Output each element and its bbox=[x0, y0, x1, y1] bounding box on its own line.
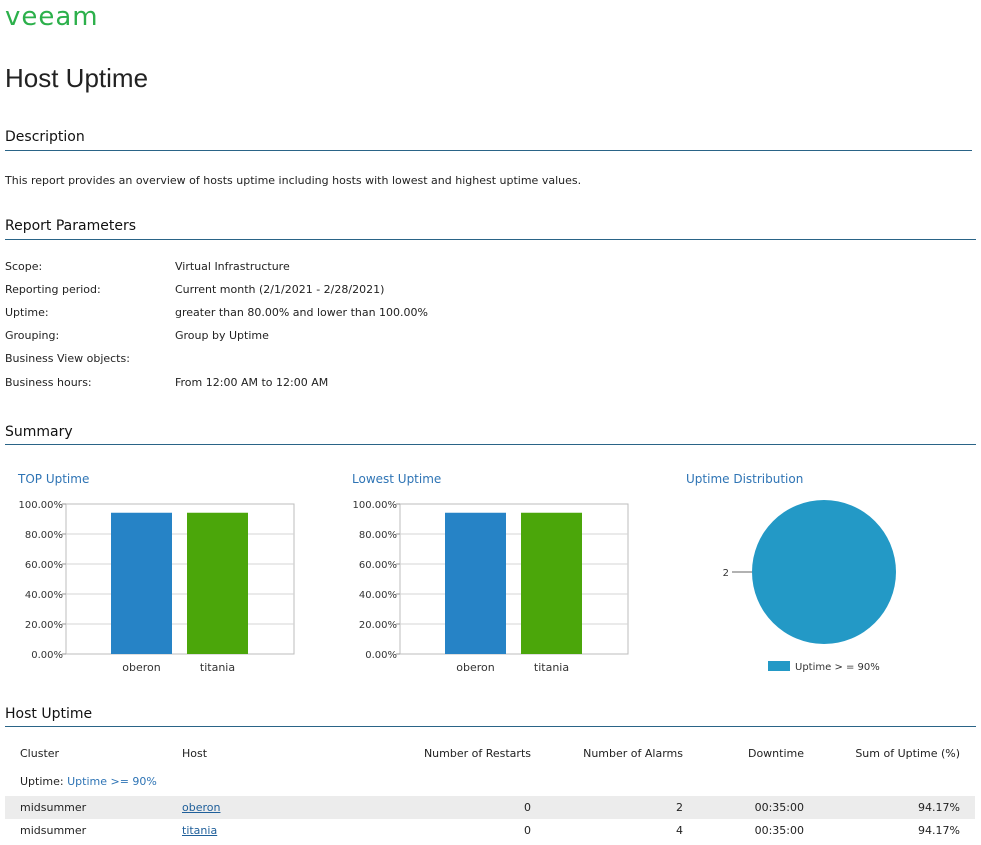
summary-divider bbox=[5, 444, 976, 445]
description-divider bbox=[5, 150, 972, 151]
y-tick-label: 20.00% bbox=[359, 620, 397, 631]
param-label: Reporting period: bbox=[5, 283, 101, 296]
column-header-restarts: Number of Restarts bbox=[423, 746, 531, 760]
legend-label: Uptime > = 90% bbox=[795, 662, 880, 673]
y-tick-label: 0.00% bbox=[365, 650, 397, 661]
y-tick-label: 60.00% bbox=[359, 560, 397, 571]
table-header-row: Cluster Host Number of Restarts Number o… bbox=[5, 740, 975, 766]
y-tick-label: 40.00% bbox=[359, 590, 397, 601]
y-tick-label: 100.00% bbox=[353, 500, 398, 511]
description-heading: Description bbox=[5, 129, 85, 145]
bar-titania bbox=[521, 512, 582, 654]
cell-alarms: 2 bbox=[531, 796, 683, 819]
veeam-logo: veeam bbox=[5, 2, 99, 32]
parameters-heading: Report Parameters bbox=[5, 218, 136, 234]
lowest-uptime-chart: 0.00% 20.00% 40.00% 60.00% 80.00% 100.00% ober… bbox=[353, 500, 629, 674]
pie-data-label: 2 bbox=[723, 568, 729, 579]
cell-restarts: 0 bbox=[524, 824, 531, 837]
top-uptime-chart: 0.00% 20.00% 40.00% 60.00% 80.00% 100.00% ober… bbox=[19, 500, 295, 674]
cell-restarts: 0 bbox=[352, 796, 531, 819]
param-label: Uptime: bbox=[5, 306, 49, 319]
column-header-cluster: Cluster bbox=[20, 746, 60, 760]
page-title: Host Uptime bbox=[5, 63, 149, 93]
param-value: Current month (2/1/2021 - 2/28/2021) bbox=[175, 283, 385, 296]
cell-cluster: midsummer bbox=[5, 796, 182, 819]
uptime-distribution-chart: 2 Uptime > = 90% bbox=[723, 500, 896, 673]
host-uptime-heading: Host Uptime bbox=[5, 706, 93, 722]
column-header-sum-uptime: Sum of Uptime (%) bbox=[855, 746, 960, 760]
table-row: midsummer titania 0 4 00:35:00 94.17% bbox=[5, 819, 975, 842]
x-tick-label: oberon bbox=[122, 661, 160, 674]
param-label: Grouping: bbox=[5, 329, 60, 342]
column-header-host: Host bbox=[182, 746, 208, 760]
cell-downtime: 00:35:00 bbox=[754, 824, 804, 837]
host-uptime-table: Cluster Host Number of Restarts Number o… bbox=[5, 740, 975, 842]
group-label: Uptime: bbox=[20, 774, 64, 788]
column-header-downtime: Downtime bbox=[747, 746, 804, 760]
param-value: Virtual Infrastructure bbox=[175, 260, 290, 273]
bar-oberon bbox=[111, 512, 172, 654]
cell-uptime: 94.17% bbox=[918, 824, 960, 837]
param-label: Business hours: bbox=[5, 376, 92, 389]
y-tick-label: 60.00% bbox=[25, 560, 63, 571]
chart-title-top-uptime: TOP Uptime bbox=[18, 472, 90, 486]
y-tick-label: 80.00% bbox=[359, 530, 397, 541]
bar-oberon bbox=[445, 512, 506, 654]
y-tick-label: 80.00% bbox=[25, 530, 63, 541]
x-tick-label: oberon bbox=[456, 661, 494, 674]
summary-heading: Summary bbox=[5, 424, 73, 440]
plot-area bbox=[65, 503, 295, 655]
cell-uptime: 94.17% bbox=[804, 796, 960, 819]
param-label: Scope: bbox=[5, 260, 43, 273]
param-label: Business View objects: bbox=[5, 352, 130, 365]
host-uptime-divider bbox=[5, 726, 976, 727]
param-value: greater than 80.00% and lower than 100.0… bbox=[175, 306, 428, 319]
cell-alarms: 4 bbox=[676, 824, 683, 837]
cell-downtime: 00:35:00 bbox=[683, 796, 804, 819]
group-row: Uptime: Uptime >= 90% bbox=[5, 766, 975, 796]
param-value: Group by Uptime bbox=[175, 329, 269, 342]
y-tick-label: 100.00% bbox=[19, 500, 64, 511]
plot-area bbox=[399, 503, 629, 655]
parameters-divider bbox=[5, 239, 976, 240]
description-text: This report provides an overview of host… bbox=[5, 174, 582, 187]
pie-slice-uptime-90 bbox=[752, 500, 896, 644]
chart-title-uptime-distribution: Uptime Distribution bbox=[686, 472, 804, 486]
table-row: midsummer oberon 0 2 00:35:00 94.17% bbox=[5, 796, 975, 819]
x-tick-label: titania bbox=[534, 661, 569, 674]
legend-swatch bbox=[768, 661, 790, 671]
y-tick-label: 40.00% bbox=[25, 590, 63, 601]
bar-titania bbox=[187, 512, 248, 654]
column-header-alarms: Number of Alarms bbox=[583, 746, 683, 760]
host-link-oberon[interactable]: oberon bbox=[182, 801, 221, 814]
y-tick-label: 20.00% bbox=[25, 620, 63, 631]
param-value: From 12:00 AM to 12:00 AM bbox=[175, 376, 329, 389]
chart-title-lowest-uptime: Lowest Uptime bbox=[352, 472, 442, 486]
cell-cluster: midsummer bbox=[20, 824, 87, 837]
y-tick-label: 0.00% bbox=[31, 650, 63, 661]
group-value: Uptime >= 90% bbox=[67, 774, 157, 788]
x-tick-label: titania bbox=[200, 661, 235, 674]
host-link-titania[interactable]: titania bbox=[182, 824, 218, 837]
